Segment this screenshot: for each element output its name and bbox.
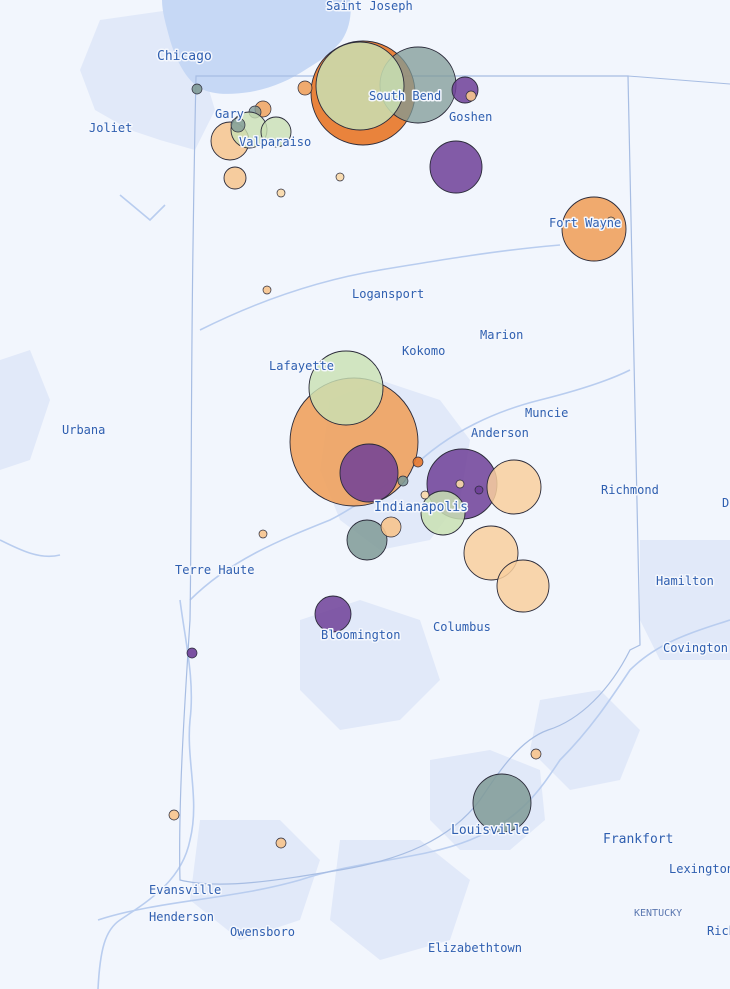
map-marker-indy-purple-tiny[interactable] — [474, 485, 484, 495]
michigan-ohio-border — [627, 75, 730, 85]
map-marker-sw-purple-tiny[interactable] — [186, 647, 198, 659]
map-marker-sb-peach-tiny[interactable] — [465, 90, 477, 102]
place-label-joliet: Joliet — [89, 121, 132, 135]
place-label-owensboro: Owensboro — [230, 925, 295, 939]
place-label-dayton: D — [722, 496, 729, 510]
place-label-saint-joseph: Saint Joseph — [326, 0, 413, 13]
place-label-richmond-ky: Rich — [707, 924, 730, 938]
map-marker-sw-tiny-2[interactable] — [275, 837, 287, 849]
place-label-henderson: Henderson — [149, 910, 214, 924]
lake-michigan — [162, 0, 351, 94]
map-marker-valpo-peach2[interactable] — [223, 166, 247, 190]
place-label-logansport: Logansport — [352, 287, 424, 301]
place-label-columbus: Columbus — [433, 620, 491, 634]
place-label-hamilton: Hamilton — [656, 574, 714, 588]
place-label-bloomington: Bloomington — [321, 628, 400, 642]
map-marker-columbus-peach-1[interactable] — [463, 525, 519, 581]
map-marker-valpo-gray[interactable] — [230, 117, 246, 133]
place-label-chicago: Chicago — [157, 49, 212, 64]
map-marker-sb-orange-tiny[interactable] — [297, 80, 313, 96]
map-marker-fw-orange[interactable] — [561, 196, 627, 262]
place-label-elizabethtown: Elizabethtown — [428, 941, 522, 955]
place-label-gary: Gary — [215, 107, 244, 121]
indiana-border — [179, 75, 641, 885]
place-label-goshen: Goshen — [449, 110, 492, 124]
place-label-richmond: Richmond — [601, 483, 659, 497]
place-label-lafayette: Lafayette — [269, 359, 334, 373]
place-labels: Saint Joseph Chicago South Bend Gary Gos… — [61, 0, 730, 957]
place-label-south-bend: South Bend — [369, 89, 441, 103]
map-marker-laf-green[interactable] — [308, 350, 384, 426]
map-marker-logansport-tiny[interactable] — [262, 285, 272, 295]
map-marker-indy-peach-tiny2[interactable] — [420, 490, 430, 500]
place-label-frankfort: Frankfort — [603, 832, 673, 847]
map-marker-nw-tiny-1[interactable] — [276, 188, 286, 198]
map-marker-indy-green[interactable] — [420, 490, 466, 536]
map-marker-nw-tiny-2[interactable] — [335, 172, 345, 182]
map-marker-indy-purple-1[interactable] — [339, 443, 399, 503]
place-label-terre-haute: Terre Haute — [175, 563, 254, 577]
place-label-marion: Marion — [480, 328, 523, 342]
map-marker-indy-gray-tiny[interactable] — [397, 475, 409, 487]
map-marker-indy-orange-tiny[interactable] — [412, 456, 424, 468]
map-marker-indy-peach-1[interactable] — [486, 459, 542, 515]
map-marker-chicago-gray-tiny[interactable] — [191, 83, 203, 95]
map-marker-valpo-green2[interactable] — [260, 116, 292, 148]
state-label-kentucky: KENTUCKY — [634, 908, 682, 919]
place-label-urbana: Urbana — [62, 423, 105, 437]
map-marker-sb-green[interactable] — [315, 41, 405, 131]
map-marker-bloom-purple[interactable] — [314, 595, 352, 633]
map-marker-columbus-peach-2[interactable] — [496, 559, 550, 613]
place-label-evansville: Evansville — [149, 883, 221, 897]
map-marker-sw-tiny-1[interactable] — [168, 809, 180, 821]
place-label-louisville: Louisville — [451, 823, 529, 838]
map-marker-fw-tiny[interactable] — [606, 216, 616, 226]
map-marker-goshen-purple[interactable] — [429, 140, 483, 194]
place-label-fort-wayne: Fort Wayne — [549, 216, 621, 230]
marker-layer — [168, 40, 627, 849]
place-label-valparaiso: Valparaiso — [239, 135, 311, 149]
place-label-covington: Covington — [663, 641, 728, 655]
map-marker-th-tiny[interactable] — [258, 529, 268, 539]
map-marker-indy-peach-tiny[interactable] — [455, 479, 465, 489]
map-marker-indy-peach-small[interactable] — [380, 516, 402, 538]
place-label-lexington: Lexington — [669, 862, 730, 876]
map-marker-lou-tiny[interactable] — [530, 748, 542, 760]
place-label-anderson: Anderson — [471, 426, 529, 440]
place-label-muncie: Muncie — [525, 406, 568, 420]
rivers — [0, 194, 730, 989]
map-marker-lou-gray[interactable] — [472, 773, 532, 833]
place-label-kokomo: Kokomo — [402, 344, 445, 358]
place-label-indianapolis: Indianapolis — [374, 500, 468, 515]
map-marker-indy-gray[interactable] — [346, 519, 388, 561]
